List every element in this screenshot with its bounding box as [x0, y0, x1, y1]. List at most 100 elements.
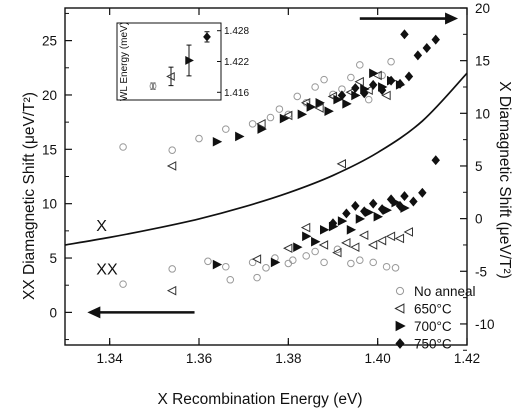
right-tick-label: -10: [475, 317, 495, 332]
point-750-c: [404, 71, 414, 82]
point-650-c: [300, 222, 311, 233]
point-750-c: [368, 79, 378, 90]
point-650-c: [350, 242, 360, 252]
point-750-c: [337, 90, 347, 101]
legend-marker: [395, 338, 405, 349]
point-750-c: [368, 198, 378, 209]
x-tick-label: 1.34: [97, 351, 124, 366]
point-700-c: [342, 99, 352, 109]
point-650-c: [341, 238, 351, 248]
point-700-c: [355, 214, 366, 224]
point-no-anneal: [311, 83, 319, 91]
point-650-c: [332, 247, 342, 258]
x-tick-label: 1.38: [275, 351, 301, 366]
point-no-anneal: [320, 258, 328, 267]
inset-point: [149, 82, 157, 90]
legend-marker: [394, 303, 405, 314]
inset-chart: 1.416 1.422 1.428 WL Energy (meV): [116, 22, 249, 101]
point-700-c: [319, 224, 330, 235]
inset-point: [185, 56, 194, 65]
point-650-c: [336, 159, 347, 169]
left-tick-label: 0: [49, 305, 57, 320]
point-750-c: [431, 34, 440, 45]
right-y-axis-label: X Diamagnetic Shift (μeV/T²): [496, 81, 513, 279]
point-no-anneal: [284, 259, 293, 268]
point-650-c: [283, 243, 293, 254]
left-tick-label: 25: [42, 34, 57, 49]
left-y-axis-label: XX Diamagnetic Shift (μeV/T²): [21, 92, 38, 300]
inset-y-axis-label: WL Energy (meV): [119, 22, 130, 101]
region-label: X: [96, 218, 107, 235]
point-650-c: [251, 254, 262, 264]
point-650-c: [166, 161, 177, 171]
point-750-c: [395, 78, 405, 89]
point-700-c: [257, 124, 267, 134]
point-no-anneal: [248, 120, 257, 128]
legend-marker: [395, 286, 405, 296]
point-700-c: [293, 242, 303, 252]
legend-label: 650°C: [414, 302, 452, 317]
point-750-c: [360, 88, 369, 99]
point-no-anneal: [266, 113, 275, 122]
point-700-c: [212, 259, 223, 270]
point-700-c: [279, 113, 290, 124]
point-no-anneal: [391, 264, 400, 272]
point-650-c: [376, 235, 387, 246]
point-no-anneal: [382, 262, 391, 271]
point-no-anneal: [226, 275, 235, 284]
axis-arrow-head: [87, 306, 101, 319]
point-650-c: [354, 76, 364, 87]
point-700-c: [311, 236, 321, 247]
x-tick-label: 1.42: [454, 351, 480, 366]
point-no-anneal: [195, 134, 203, 143]
point-700-c: [337, 216, 348, 226]
left-tick-label: 15: [42, 142, 57, 157]
point-650-c: [367, 240, 378, 250]
point-no-anneal: [222, 262, 230, 271]
point-no-anneal: [293, 92, 302, 101]
axis-arrow-head: [445, 12, 459, 25]
point-700-c: [324, 106, 334, 117]
x-tick-label: 1.40: [365, 351, 391, 366]
point-750-c: [342, 208, 351, 219]
point-no-anneal: [289, 256, 297, 264]
point-750-c: [351, 200, 360, 211]
point-750-c: [418, 187, 427, 198]
separator-curve: [64, 72, 468, 246]
point-no-anneal: [369, 258, 377, 267]
point-650-c: [381, 90, 391, 101]
point-no-anneal: [356, 256, 364, 264]
point-750-c: [351, 83, 360, 94]
point-700-c: [297, 109, 308, 120]
point-750-c: [400, 191, 409, 202]
point-no-anneal: [347, 259, 355, 268]
point-700-c: [306, 102, 316, 112]
legend: No anneal 650°C 700°C 750°C: [394, 284, 476, 352]
point-650-c: [403, 227, 414, 237]
point-no-anneal: [275, 105, 284, 113]
inset-tick-label: 1.416: [224, 88, 249, 99]
point-no-anneal: [262, 264, 270, 272]
point-700-c: [302, 231, 312, 242]
right-tick-label: -5: [475, 264, 487, 279]
point-650-c: [358, 230, 369, 241]
right-tick-label: 0: [475, 212, 483, 227]
inset-point: [203, 32, 211, 42]
left-tick-label: 10: [42, 197, 57, 212]
point-750-c: [386, 194, 396, 205]
point-750-c: [400, 29, 409, 40]
point-700-c: [270, 257, 281, 268]
point-700-c: [369, 68, 379, 79]
point-750-c: [395, 200, 405, 211]
inset-tick-label: 1.422: [224, 57, 249, 68]
point-700-c: [212, 136, 223, 147]
point-750-c: [431, 155, 440, 166]
point-750-c: [413, 50, 423, 61]
point-700-c: [235, 131, 245, 142]
point-no-anneal: [364, 95, 373, 104]
point-750-c: [422, 43, 432, 53]
x-tick-label: 1.36: [186, 351, 212, 366]
point-no-anneal: [222, 125, 230, 133]
point-no-anneal: [356, 61, 364, 69]
point-no-anneal: [253, 273, 261, 282]
